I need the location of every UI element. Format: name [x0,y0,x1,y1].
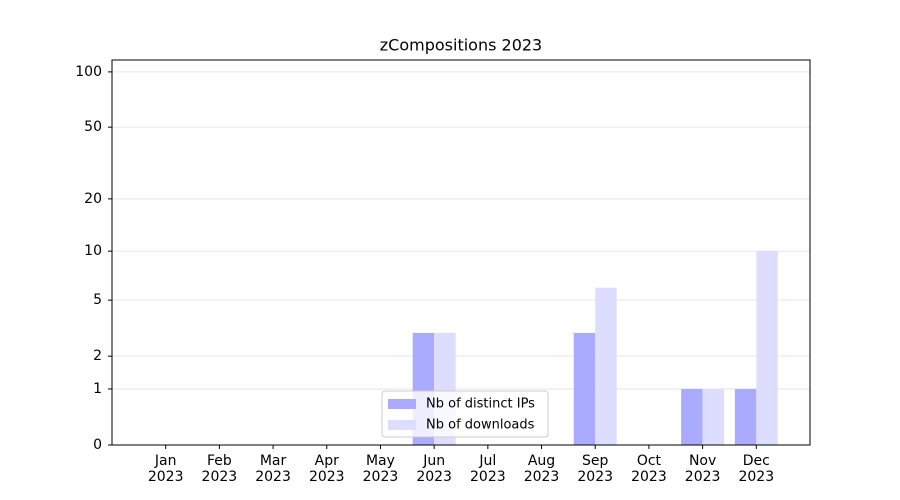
y-tick-label: 100 [75,64,102,80]
y-tick-label: 50 [84,119,102,135]
x-tick-label: Dec 2023 [738,453,775,485]
x-tick-label: Apr 2023 [308,453,345,485]
plot-frame [111,59,811,446]
x-tick-label: Aug 2023 [523,453,560,485]
chart-title: zCompositions 2023 [380,36,542,55]
bar [756,251,778,445]
grid [112,71,810,446]
x-tick-label: May 2023 [362,453,399,485]
bar [573,332,596,445]
y-tick-label: 1 [93,381,102,397]
x-tick-label: Jan 2023 [147,453,184,485]
x-tick-label: Feb 2023 [201,453,238,485]
legend-swatch [388,399,416,409]
x-tick-label: Nov 2023 [684,453,721,485]
y-tick-label: 20 [84,191,102,207]
x-tick-label: Jul 2023 [470,453,506,485]
bar [595,287,617,445]
x-tick-label: Sep 2023 [577,453,614,485]
y-tick-label: 5 [93,292,102,308]
legend-swatch [388,420,416,430]
bar [681,388,703,445]
legend-label: Nb of distinct IPs [426,397,535,412]
legend: Nb of distinct IPs Nb of downloads [381,390,549,438]
bar [702,388,725,445]
x-tick-label: Oct 2023 [631,453,667,485]
legend-frame [381,390,549,438]
y-tick-label: 10 [84,243,102,259]
legend-label: Nb of downloads [426,418,535,433]
x-tick-label: Mar 2023 [255,453,291,485]
bar [734,388,757,445]
x-tick-label: Jun 2023 [416,453,452,485]
y-tick-label: 2 [93,348,102,364]
y-tick-label: 0 [93,437,102,453]
